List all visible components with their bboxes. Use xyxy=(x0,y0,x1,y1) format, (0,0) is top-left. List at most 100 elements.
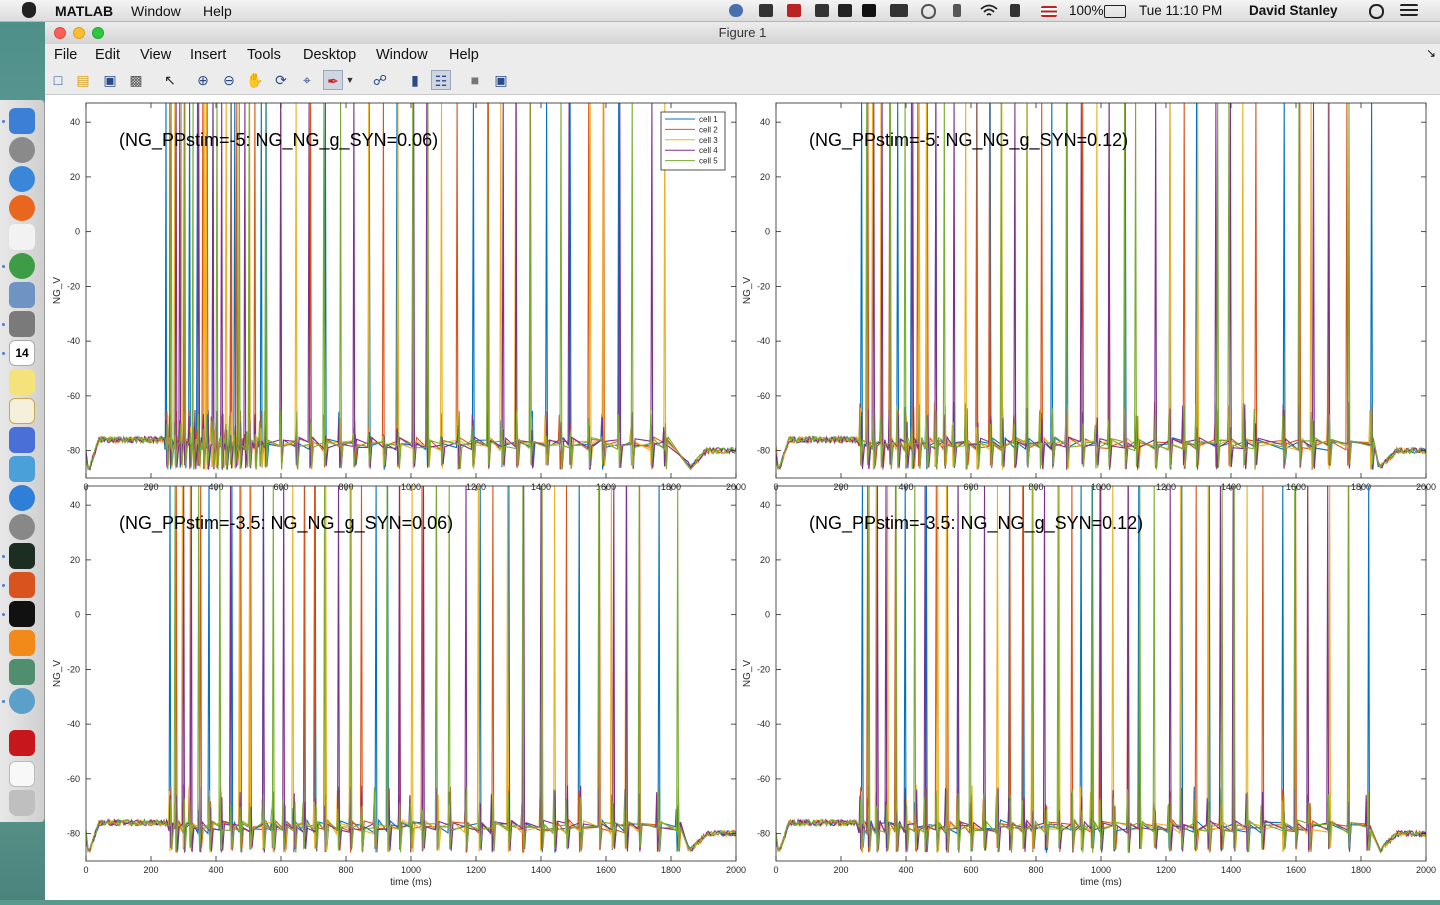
hide-plot-tools-icon[interactable]: ■ xyxy=(470,72,480,88)
y-tick-label: -80 xyxy=(757,829,770,839)
input-source-flag-icon[interactable] xyxy=(1041,6,1057,17)
axes-3[interactable]: 0 200 400 600 800 1000 1200 1400 1600 1800 2000402… xyxy=(52,485,746,888)
legend-label: cell 5 xyxy=(699,157,718,166)
pan-hand-icon[interactable]: ✋ xyxy=(246,72,264,88)
shield-status-icon[interactable] xyxy=(787,4,801,17)
axes-4[interactable]: 0 200 400 600 800 1000 1200 1400 1600 1800 2000402… xyxy=(742,485,1436,888)
image-viewer-icon[interactable] xyxy=(9,659,35,685)
y-axis-label: NG_V xyxy=(742,277,753,305)
window-title: Figure 1 xyxy=(718,25,767,40)
colorbar-icon[interactable]: ▮ xyxy=(411,72,419,88)
save-icon[interactable]: ▣ xyxy=(103,72,117,88)
system-preferences-icon[interactable] xyxy=(9,514,35,540)
app-store-icon[interactable] xyxy=(9,485,35,511)
menu-tools[interactable]: Tools xyxy=(247,47,281,63)
notification-center-icon[interactable] xyxy=(1400,4,1418,16)
vlc-icon[interactable] xyxy=(9,630,35,656)
axes-1[interactable]: 0200400600800100012001400160018002000402… xyxy=(52,102,746,492)
running-indicator xyxy=(2,265,5,268)
finder-icon[interactable] xyxy=(9,108,35,134)
y-tick-label: 20 xyxy=(70,555,80,565)
legend-icon[interactable]: ☷ xyxy=(431,70,451,90)
app-grid-icon[interactable] xyxy=(9,224,35,250)
y-axis-label: NG_V xyxy=(52,660,63,688)
menu-help[interactable]: Help xyxy=(449,47,479,63)
apple-menu-icon[interactable] xyxy=(22,2,36,18)
close-button[interactable] xyxy=(54,27,66,39)
brush-dropdown-icon[interactable]: ▼ xyxy=(345,75,355,85)
photo-icon[interactable] xyxy=(9,311,35,337)
dropbox-icon[interactable] xyxy=(759,4,773,17)
trace-group xyxy=(86,486,736,854)
battery-app-icon[interactable] xyxy=(890,4,908,17)
x-app-icon[interactable] xyxy=(862,4,876,17)
link-icon[interactable]: ☍ xyxy=(372,72,388,88)
axes-2[interactable]: 0200400600800100012001400160018002000402… xyxy=(742,102,1436,492)
menu-view[interactable]: View xyxy=(140,47,172,63)
x-tick-label: 200 xyxy=(833,865,848,875)
running-indicator xyxy=(2,120,5,123)
menu-insert[interactable]: Insert xyxy=(190,47,227,63)
rotate-icon[interactable]: ⟳ xyxy=(275,72,287,88)
volume-icon[interactable] xyxy=(1010,4,1020,17)
spotlight-search-icon[interactable] xyxy=(1369,4,1384,19)
pointer-icon[interactable]: ↖ xyxy=(164,72,176,88)
menu-window[interactable]: Window xyxy=(131,3,181,19)
new-figure-icon[interactable]: □ xyxy=(53,72,63,88)
zoom-button[interactable] xyxy=(92,27,104,39)
wifi-icon[interactable] xyxy=(979,4,999,17)
activity-monitor-icon[interactable] xyxy=(9,543,35,569)
menu-edit[interactable]: Edit xyxy=(95,47,120,63)
safari-icon[interactable] xyxy=(9,166,35,192)
textedit-icon[interactable] xyxy=(9,398,35,424)
time-machine-icon[interactable] xyxy=(921,4,936,19)
network-icon[interactable] xyxy=(9,456,35,482)
menu-desktop[interactable]: Desktop xyxy=(303,47,357,63)
y-tick-label: 40 xyxy=(70,117,80,127)
x-tick-label: 0 xyxy=(773,865,778,875)
acrobat-icon[interactable] xyxy=(9,730,35,756)
y-tick-label: -20 xyxy=(757,664,770,674)
app-menu-matlab[interactable]: MATLAB xyxy=(55,3,114,19)
menu-help[interactable]: Help xyxy=(203,3,232,19)
calendar-icon[interactable]: 14 xyxy=(9,340,35,366)
print-icon[interactable]: ▩ xyxy=(129,72,143,88)
drive-status-icon[interactable] xyxy=(815,4,829,17)
y-tick-label: 0 xyxy=(75,227,80,237)
evernote-icon[interactable] xyxy=(838,4,852,17)
launchpad-icon[interactable] xyxy=(9,137,35,163)
zoom-out-icon[interactable]: ⊖ xyxy=(223,72,235,88)
dock-figure-arrow-icon[interactable]: ↘ xyxy=(1425,46,1436,60)
menu-window[interactable]: Window xyxy=(376,47,428,63)
data-cursor-icon[interactable]: ⌖ xyxy=(303,72,311,88)
trash-icon[interactable] xyxy=(9,790,35,816)
x-tick-label: 800 xyxy=(1028,865,1043,875)
y-tick-label: -80 xyxy=(757,446,770,456)
menu-bar-clock[interactable]: Tue 11:10 PM xyxy=(1139,3,1223,18)
y-tick-label: -20 xyxy=(67,281,80,291)
user-name[interactable]: David Stanley xyxy=(1249,3,1338,18)
charts-icon[interactable] xyxy=(9,427,35,453)
terminal-icon[interactable] xyxy=(9,601,35,627)
y-tick-label: 0 xyxy=(765,227,770,237)
menu-file[interactable]: File xyxy=(54,47,78,63)
preview-icon[interactable] xyxy=(9,282,35,308)
show-plot-tools-icon[interactable]: ▣ xyxy=(494,72,508,88)
notes-icon[interactable] xyxy=(9,369,35,395)
zoom-in-icon[interactable]: ⊕ xyxy=(197,72,209,88)
mac-menu-bar: MATLAB Window Help 100% Tue 11:10 PM Dav… xyxy=(0,0,1440,22)
firefox-icon[interactable] xyxy=(9,195,35,221)
x-tick-label: 400 xyxy=(208,865,223,875)
matlab-icon[interactable] xyxy=(9,572,35,598)
battery-icon[interactable] xyxy=(1104,5,1126,18)
brush-icon[interactable]: ✒ xyxy=(323,70,343,90)
subplot-title: (NG_PPstim=-3.5: NG_NG_g_SYN=0.12) xyxy=(809,513,1143,534)
chrome-icon[interactable] xyxy=(9,253,35,279)
globe-status-icon[interactable] xyxy=(729,4,743,17)
sync-icon[interactable] xyxy=(9,688,35,714)
bluetooth-icon[interactable] xyxy=(953,4,961,17)
document-icon[interactable] xyxy=(9,761,35,787)
minimize-button[interactable] xyxy=(73,27,85,39)
open-file-icon[interactable]: ▤ xyxy=(76,72,90,88)
